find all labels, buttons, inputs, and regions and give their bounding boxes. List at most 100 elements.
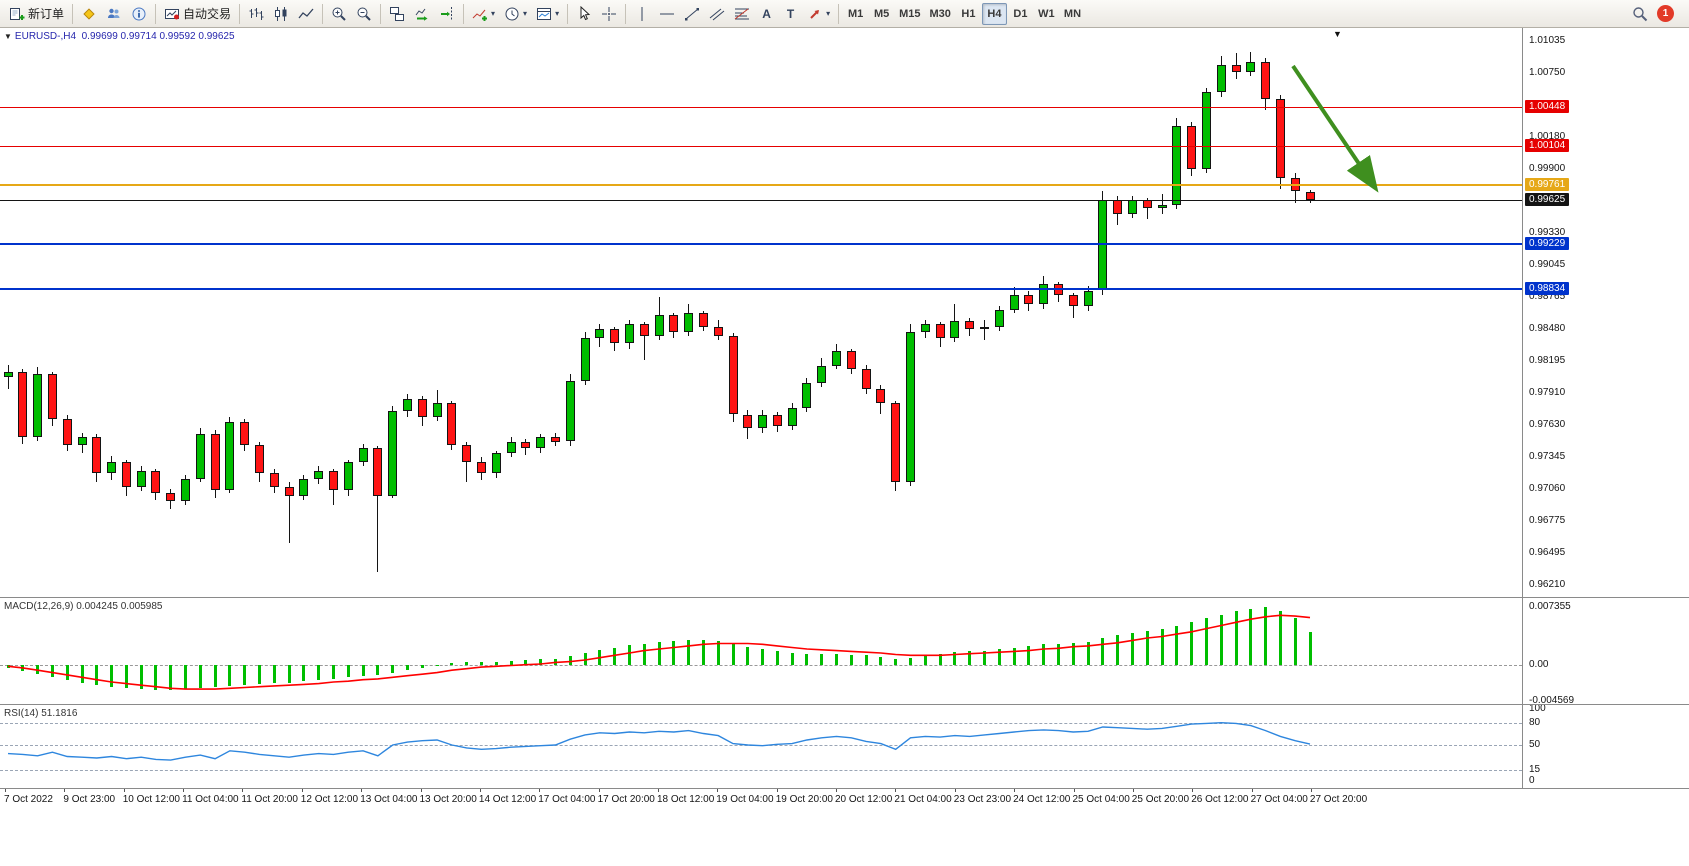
trendline-button[interactable] <box>680 3 704 25</box>
candle-body <box>107 461 117 474</box>
price-axis[interactable]: 1.01035 1.00750 1.00180 0.99900 0.99330 0.990… <box>1523 28 1689 788</box>
time-axis-label: 14 Oct 12:00 <box>478 794 537 805</box>
macd-histogram-bar <box>317 664 321 680</box>
timeframe-m5-button[interactable]: M5 <box>869 3 894 25</box>
timeframe-mn-button[interactable]: MN <box>1060 3 1085 25</box>
macd-histogram-bar <box>287 664 291 683</box>
timeframe-m1-button[interactable]: M1 <box>843 3 868 25</box>
price-axis-label: 0.97910 <box>1529 387 1566 399</box>
vertical-line-button[interactable] <box>630 3 654 25</box>
time-axis-label: 18 Oct 12:00 <box>657 794 715 805</box>
macd-histogram-bar <box>775 651 779 665</box>
templates-button[interactable]: ▾ <box>532 3 563 25</box>
trend-arrow[interactable] <box>0 28 1522 597</box>
zoom-in-icon <box>331 6 347 22</box>
arrows-button[interactable]: ▾ <box>803 3 834 25</box>
timeframe-m30-button[interactable]: M30 <box>926 3 955 25</box>
macd-panel[interactable]: MACD(12,26,9) 0.004245 0.005985 <box>0 598 1522 704</box>
symbol-timeframe: EURUSD-,H4 <box>14 31 77 42</box>
periods-button[interactable]: ▾ <box>500 3 531 25</box>
new-order-button[interactable]: 新订单 <box>5 3 68 25</box>
time-axis-label: 20 Oct 12:00 <box>835 794 893 805</box>
candle-body <box>1275 99 1285 178</box>
macd-histogram-bar <box>465 662 469 665</box>
text-button[interactable]: A <box>755 3 778 25</box>
auto-scroll-button[interactable] <box>410 3 434 25</box>
time-tick <box>1073 789 1075 792</box>
chart-shift-icon <box>439 6 455 22</box>
timeframe-d1-button[interactable]: D1 <box>1008 3 1033 25</box>
crosshair-button[interactable] <box>597 3 621 25</box>
zoom-out-button[interactable] <box>352 3 376 25</box>
community-button[interactable] <box>102 3 126 25</box>
macd-histogram-bar <box>213 664 217 688</box>
timeframe-m15-button[interactable]: M15 <box>895 3 924 25</box>
tile-windows-button[interactable] <box>385 3 409 25</box>
line-chart-button[interactable] <box>294 3 318 25</box>
autotrading-button[interactable]: 自动交易 <box>160 3 235 25</box>
chart-shift-button[interactable] <box>435 3 459 25</box>
cursor-button[interactable] <box>572 3 596 25</box>
time-tick <box>1132 789 1134 792</box>
candle-body <box>18 371 28 438</box>
macd-histogram-bar <box>80 664 84 683</box>
toolbar: 新订单 自动交易 ▾ ▾ ▾ A T ▾ M1 M5 M15 M30 H1 H4… <box>0 0 1689 28</box>
horizontal-line-button[interactable] <box>655 3 679 25</box>
resistance-line-upper[interactable] <box>0 107 1522 109</box>
candle-wick <box>288 482 290 543</box>
ohlc-values: 0.99699 0.99714 0.99592 0.99625 <box>81 31 235 42</box>
info-button[interactable] <box>127 3 151 25</box>
candle-body <box>1039 283 1049 305</box>
candle-body <box>166 493 176 502</box>
time-tick <box>420 789 422 792</box>
macd-histogram-bar <box>65 664 69 681</box>
horizontal-line-icon <box>659 6 675 22</box>
channel-button[interactable] <box>705 3 729 25</box>
search-button[interactable] <box>1628 3 1652 25</box>
candle-wick <box>1146 198 1148 220</box>
timeframe-w1-button[interactable]: W1 <box>1034 3 1059 25</box>
collapse-triangle-icon[interactable]: ▼ <box>4 32 12 41</box>
candle-body <box>876 388 886 404</box>
candlestick-button[interactable] <box>269 3 293 25</box>
rsi-panel[interactable]: RSI(14) 51.1816 <box>0 705 1522 787</box>
pivot-line[interactable] <box>0 183 1522 186</box>
panel-divider[interactable] <box>0 704 1689 705</box>
indicators-button[interactable]: ▾ <box>468 3 499 25</box>
time-tick <box>717 789 719 792</box>
bar-chart-button[interactable] <box>244 3 268 25</box>
candle-body <box>994 309 1004 327</box>
candle-body <box>151 470 161 494</box>
time-axis[interactable]: 7 Oct 2022 9 Oct 23:00 10 Oct 12:00 11 Oct … <box>0 788 1689 812</box>
candle-body <box>1009 295 1019 310</box>
candle-wick <box>466 441 468 483</box>
bid-price-line[interactable] <box>0 199 1522 201</box>
rsi-line <box>7 721 1311 761</box>
price-axis-label: 0.96775 <box>1529 514 1566 526</box>
macd-histogram-bar <box>361 664 365 676</box>
candle-body <box>210 433 220 490</box>
timeframe-h1-button[interactable]: H1 <box>956 3 981 25</box>
macd-histogram-bar <box>627 645 631 665</box>
candle-body <box>269 473 279 487</box>
diamond-tool-button[interactable] <box>77 3 101 25</box>
macd-histogram-bar <box>1056 643 1060 665</box>
price-axis-label: 0.98195 <box>1529 354 1566 366</box>
main-chart-panel[interactable]: ▼ EURUSD-,H4 0.99699 0.99714 0.99592 0.99… <box>0 28 1522 597</box>
time-tick <box>361 789 363 792</box>
text-icon: A <box>762 6 771 21</box>
text-label-button[interactable]: T <box>779 3 802 25</box>
candle-body <box>787 407 797 426</box>
rsi-level-line <box>0 723 1522 725</box>
price-axis-label: 0.96210 <box>1529 578 1566 590</box>
timeframe-h4-button[interactable]: H4 <box>981 2 1007 25</box>
candle-body <box>728 335 738 415</box>
notification-badge[interactable]: 1 <box>1657 5 1674 22</box>
resistance-line-lower[interactable] <box>0 145 1522 147</box>
panel-divider[interactable] <box>0 597 1689 598</box>
support-line-upper[interactable] <box>0 243 1522 246</box>
zoom-in-button[interactable] <box>327 3 351 25</box>
support-line-lower[interactable] <box>0 288 1522 290</box>
fibonacci-button[interactable] <box>730 3 754 25</box>
